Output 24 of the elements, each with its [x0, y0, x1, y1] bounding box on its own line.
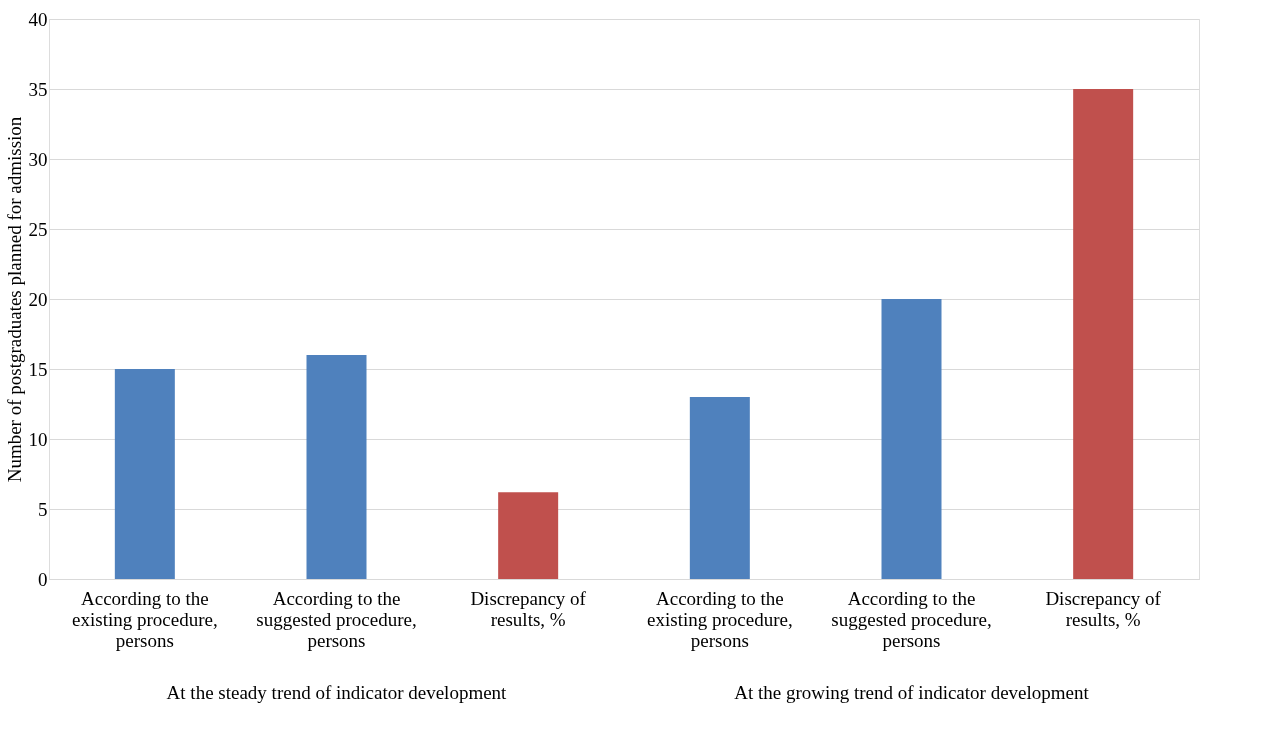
y-tick-label: 0 [38, 568, 48, 590]
text: At the steady trend of indicator development [166, 682, 508, 703]
y-tick-label: 25 [28, 218, 48, 240]
bar [114, 369, 175, 579]
bar [881, 299, 942, 579]
x-tick-label: According to the suggested procedure, persons [831, 587, 992, 651]
y-axis-title: Number of postgraduates planned for admission [3, 116, 25, 483]
x-tick-label: Discrepancy of results, % [1045, 587, 1162, 630]
bar [306, 355, 367, 579]
y-tick-label: 15 [28, 358, 48, 380]
y-tick-label: 35 [28, 78, 48, 100]
x-tick-label: According to the existing procedure, persons [647, 587, 793, 651]
y-tick-label: 20 [28, 288, 48, 310]
bar [1073, 89, 1134, 579]
y-tick-label: 5 [38, 498, 48, 520]
text: At the growing trend of indicator development [734, 682, 1090, 703]
x-tick-label: According to the existing procedure, persons [72, 587, 218, 651]
x-tick-label: According to the suggested procedure, persons [256, 587, 417, 651]
y-tick-label: 40 [28, 8, 48, 30]
bar [689, 397, 750, 579]
y-tick-label: 10 [28, 428, 48, 450]
x-tick-label: Discrepancy of results, % [470, 587, 587, 630]
bar [498, 492, 559, 579]
y-tick-label: 30 [28, 148, 48, 170]
